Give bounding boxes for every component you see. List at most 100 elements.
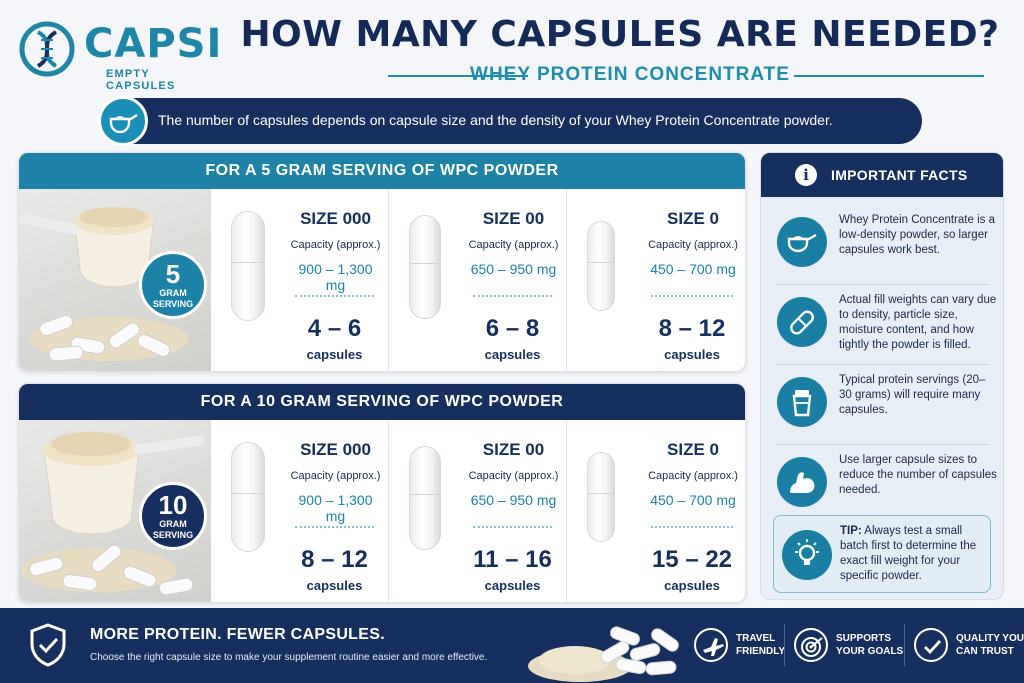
capacity-range: 650 – 950 mg (470, 492, 557, 508)
capacity-label: Capacity (approx.) (648, 470, 738, 482)
capsule-count: 15 – 22 (651, 546, 733, 573)
tip-label: TIP: (840, 525, 862, 537)
feature-label: SUPPORTS YOUR GOALS (836, 633, 904, 657)
dotted-divider (651, 526, 733, 528)
capsule-image (409, 446, 441, 550)
column-size-000: SIZE 000 Capacity (approx.) 900 – 1,300 … (211, 420, 389, 602)
capacity-label: Capacity (approx.) (290, 470, 381, 482)
fact-divider (775, 364, 989, 365)
footer-banner: MORE PROTEIN. FEWER CAPSULES. Choose the… (0, 608, 1024, 683)
airplane-icon (694, 628, 728, 662)
intro-banner: The number of capsules depends on capsul… (98, 96, 922, 146)
page-subtitle: WHEY PROTEIN CONCENTRATE (470, 64, 790, 85)
brand-name: CAPSI (84, 21, 223, 67)
capacity-label: Capacity (approx.) (468, 239, 559, 251)
fact-text: Whey Protein Concentrate is a low-densit… (839, 214, 995, 256)
capsule-size: SIZE 000 (300, 440, 371, 459)
serving-label-text: GRAM SERVING (152, 519, 194, 540)
capacity-label: Capacity (approx.) (468, 470, 559, 482)
fact-text: Use larger capsule sizes to reduce the n… (839, 454, 997, 496)
powder-photo: 5 GRAM SERVING (19, 189, 211, 371)
capacity-label: Capacity (approx.) (648, 239, 738, 251)
page-title: HOW MANY CAPSULES ARE NEEDED? (240, 14, 1000, 55)
capsule-columns: SIZE 000 Capacity (approx.) 900 – 1,300 … (211, 420, 745, 602)
capsule-count-label: capsules (664, 578, 720, 593)
capsule-image (409, 215, 441, 319)
shield-check-icon (30, 623, 66, 667)
column-size-0: SIZE 0 Capacity (approx.) 450 – 700 mg 8… (567, 189, 745, 371)
feature-label: QUALITY YOU CAN TRUST (956, 633, 1024, 657)
capsule-size: SIZE 0 (667, 209, 719, 228)
intro-text: The number of capsules depends on capsul… (158, 112, 833, 128)
capsule-count-label: capsules (306, 578, 363, 593)
brand-logo: CAPSI EMPTY CAPSULES (18, 16, 221, 92)
panel-heading: FOR A 5 GRAM SERVING OF WPC POWDER (19, 153, 745, 189)
capsule-pile-image (528, 626, 679, 682)
fact-item: Use larger capsule sizes to reduce the n… (761, 445, 1003, 525)
lightbulb-icon (782, 530, 832, 580)
dotted-divider (295, 526, 374, 528)
scoop-icon (777, 217, 827, 267)
column-size-0: SIZE 0 Capacity (approx.) 450 – 700 mg 1… (567, 420, 745, 602)
column-size-000: SIZE 000 Capacity (approx.) 900 – 1,300 … (211, 189, 389, 371)
fact-item: Whey Protein Concentrate is a low-densit… (761, 205, 1003, 285)
capacity-range: 650 – 950 mg (470, 261, 557, 277)
dna-logo-icon (19, 21, 75, 77)
subtitle-left-rule (388, 75, 528, 77)
dotted-divider (295, 295, 374, 297)
capsule-count: 11 – 16 (473, 546, 552, 573)
feature-divider (904, 624, 905, 666)
tip-body: Always test a small batch first to deter… (840, 525, 977, 582)
serving-grams: 5 (165, 259, 181, 289)
capsule-image (587, 221, 615, 311)
feature-divider (784, 624, 785, 666)
capsule-count-label: capsules (306, 347, 363, 362)
capsule-count: 4 – 6 (307, 315, 362, 342)
fact-item: Typical protein servings (20–30 grams) w… (761, 365, 1003, 445)
column-size-00: SIZE 00 Capacity (approx.) 650 – 950 mg … (389, 189, 567, 371)
brand-tagline: EMPTY CAPSULES (106, 68, 176, 92)
capsule-size: SIZE 00 (482, 209, 545, 228)
facts-header: i IMPORTANT FACTS (761, 153, 1003, 197)
panel-heading: FOR A 10 GRAM SERVING OF WPC POWDER (19, 384, 745, 420)
tip-text: TIP: Always test a small batch first to … (840, 524, 986, 584)
capsule-image (231, 442, 265, 552)
footer-text: Choose the right capsule size to make yo… (90, 652, 488, 663)
serving-panel-5g: FOR A 5 GRAM SERVING OF WPC POWDER 5 GRA… (18, 152, 746, 372)
serving-label-text: GRAM SERVING (152, 288, 194, 309)
serving-badge: 5 GRAM SERVING (139, 251, 207, 319)
check-icon (914, 628, 948, 662)
fact-text: Actual fill weights can vary due to dens… (839, 294, 997, 351)
capacity-range: 900 – 1,300 mg (298, 492, 373, 524)
subtitle-right-rule (794, 75, 984, 77)
feature-label: TRAVEL FRIENDLY (736, 633, 786, 657)
target-icon (794, 628, 828, 662)
capacity-range: 450 – 700 mg (650, 261, 736, 277)
capsule-size: SIZE 0 (667, 440, 719, 459)
capsule-columns: SIZE 000 Capacity (approx.) 900 – 1,300 … (211, 189, 745, 371)
tip-box: TIP: Always test a small batch first to … (773, 515, 991, 593)
capacity-range: 900 – 1,300 mg (298, 261, 373, 293)
fact-item: Actual fill weights can vary due to dens… (761, 285, 1003, 365)
serving-grams: 10 (158, 490, 188, 520)
dotted-divider (473, 295, 552, 297)
capsule-count: 6 – 8 (485, 315, 540, 342)
flexed-arm-icon (777, 457, 827, 507)
subtitle-row: WHEY PROTEIN CONCENTRATE (238, 64, 1022, 86)
capacity-label: Capacity (approx.) (290, 239, 381, 251)
capsule-image (587, 452, 615, 542)
fact-text: Typical protein servings (20–30 grams) w… (839, 374, 986, 416)
capsule-icon (777, 297, 827, 347)
capsule-size: SIZE 00 (482, 440, 545, 459)
capsule-count-label: capsules (664, 347, 720, 362)
important-facts-panel: i IMPORTANT FACTS Whey Protein Concentra… (760, 152, 1004, 600)
capsule-count: 8 – 12 (301, 546, 368, 573)
shaker-icon (777, 377, 827, 427)
capacity-range: 450 – 700 mg (650, 492, 736, 508)
scoop-icon (98, 96, 148, 146)
info-icon: i (795, 164, 817, 186)
serving-label: GRAM SERVING (142, 519, 204, 541)
serving-label: GRAM SERVING (142, 288, 204, 310)
facts-title: IMPORTANT FACTS (831, 167, 968, 183)
serving-panel-10g: FOR A 10 GRAM SERVING OF WPC POWDER 10 G… (18, 383, 746, 603)
